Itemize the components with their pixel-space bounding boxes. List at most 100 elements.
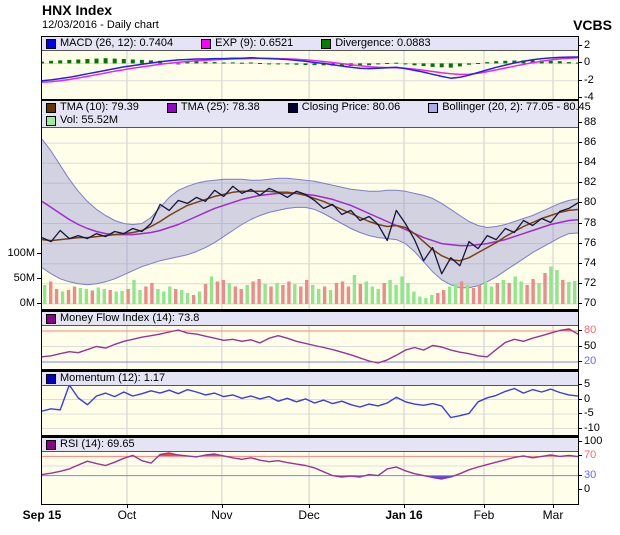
macd-axis-tick [578, 79, 582, 81]
price-axis-tick [578, 182, 582, 184]
x-axis-tick [309, 504, 311, 508]
tma25-swatch-icon [166, 102, 177, 113]
x-axis-tick [126, 504, 128, 508]
price-axis-label: 76 [584, 236, 597, 249]
price-axis-tick [578, 122, 582, 123]
macd-axis-label: 0 [584, 56, 591, 69]
tma10-swatch-icon [46, 102, 56, 113]
volume-axis-label: 50M [13, 272, 35, 284]
momentum-swatch-icon [46, 373, 56, 384]
legend-item-exp: EXP (9): 0.6521 [201, 37, 293, 50]
mfi-axis-tick [578, 345, 582, 347]
volume-axis-tick [37, 303, 41, 304]
tma10-legend-label: TMA (10): 79.39 [60, 101, 139, 113]
macd-axis-tick [578, 62, 582, 64]
chart-subtitle: 12/03/2016 - Daily chart [42, 19, 159, 31]
legend-item-volume: Vol: 55.52M [46, 114, 118, 127]
x-axis-label: Nov [211, 508, 233, 522]
rsi-legend-label: RSI (14): 69.65 [60, 438, 135, 450]
price-axis-tick [578, 242, 582, 244]
rsi-axis-tick [578, 441, 582, 442]
rsi-axis-label: 0 [584, 483, 591, 495]
price-axis-tick [578, 162, 582, 164]
rsi-axis-tick [578, 455, 582, 457]
mfi-legend: Money Flow Index (14): 73.8 [42, 312, 578, 326]
volume-swatch-icon [46, 115, 56, 126]
rsi-legend: RSI (14): 69.65 [42, 438, 578, 452]
bollinger-swatch-icon [428, 102, 439, 113]
momentum-legend: Momentum (12): 1.17 [42, 372, 578, 386]
momentum-legend-label: Momentum (12): 1.17 [60, 372, 166, 384]
legend-item-close: Closing Price: 80.06 [287, 101, 400, 114]
price-axis-tick [578, 262, 582, 264]
macd-axis-label: -2 [584, 73, 594, 86]
price-axis-label: 70 [584, 296, 597, 309]
panel-separator [42, 435, 578, 438]
price-axis-label: 74 [584, 256, 597, 269]
price-axis-label: 80 [584, 196, 597, 209]
volume-axis-label: 0M [19, 297, 35, 309]
x-axis-label: Oct [117, 508, 137, 522]
x-axis-label: Sep 15 [22, 508, 62, 522]
legend-item-mfi: Money Flow Index (14): 73.8 [46, 312, 199, 325]
rsi-axis-label: 100 [584, 435, 603, 447]
chart-frame: MACD (26, 12): 0.7404 EXP (9): 0.6521 Di… [41, 36, 591, 505]
mfi-swatch-icon [46, 313, 56, 324]
legend-item-rsi: RSI (14): 69.65 [46, 438, 135, 451]
price-axis-tick [578, 142, 582, 144]
tma25-legend-label: TMA (25): 78.38 [180, 101, 260, 113]
legend-item-macd: MACD (26, 12): 0.7404 [46, 37, 173, 50]
momentum-axis-tick [578, 398, 582, 400]
panel-separator [42, 99, 578, 101]
price-axis-label: 88 [584, 116, 597, 128]
macd-legend: MACD (26, 12): 0.7404 EXP (9): 0.6521 Di… [42, 37, 578, 51]
momentum-axis-tick [578, 427, 582, 429]
mfi-axis-label: 50 [584, 339, 597, 352]
mfi-axis-label: 80 [584, 324, 597, 336]
price-axis-label: 82 [584, 176, 597, 189]
legend-item-bollinger: Bollinger (20, 2): 77.05 - 80.45 [428, 101, 591, 114]
price-axis-tick [578, 222, 582, 224]
rsi-axis-tick [578, 474, 582, 476]
x-axis-tick [404, 504, 406, 508]
momentum-axis-label: 0 [584, 392, 591, 405]
volume-axis-label: 100M [7, 247, 35, 259]
mfi-axis-label: 20 [584, 355, 597, 367]
price-legend: TMA (10): 79.39 TMA (25): 78.38 Closing … [42, 101, 591, 128]
x-axis-label: Mar [542, 508, 564, 522]
rsi-axis-label: 70 [584, 449, 597, 462]
macd-axis-tick [578, 97, 582, 99]
rsi-axis-label: 30 [584, 468, 597, 481]
brand-logo: VCBS [573, 17, 612, 33]
mfi-axis-tick [578, 361, 582, 362]
momentum-axis-tick [578, 384, 582, 385]
exp-swatch-icon [201, 38, 212, 49]
volume-axis-tick [37, 278, 41, 279]
macd-legend-label: MACD (26, 12): 0.7404 [60, 37, 174, 49]
legend-item-momentum: Momentum (12): 1.17 [46, 372, 165, 385]
macd-axis-tick [578, 45, 582, 46]
price-axis-label: 72 [584, 276, 597, 289]
page-title: HNX Index [42, 2, 113, 18]
legend-item-tma25: TMA (25): 78.38 [166, 101, 260, 114]
momentum-axis-tick [578, 413, 582, 414]
price-axis-tick [578, 282, 582, 284]
rsi-swatch-icon [46, 439, 56, 450]
panel-separator [42, 309, 578, 312]
momentum-axis-label: -10 [584, 421, 600, 434]
price-axis-tick [578, 202, 582, 204]
volume-legend-label: Vol: 55.52M [60, 114, 119, 126]
x-axis-tick [553, 504, 555, 508]
legend-item-divergence: Divergence: 0.0883 [321, 37, 431, 50]
divergence-legend-label: Divergence: 0.0883 [335, 37, 431, 49]
bollinger-legend-label: Bollinger (20, 2): 77.05 - 80.45 [442, 101, 591, 113]
price-axis-label: 78 [584, 216, 597, 229]
legend-item-tma10: TMA (10): 79.39 [46, 101, 139, 114]
macd-axis-label: -4 [584, 91, 594, 104]
price-axis-label: 86 [584, 136, 597, 149]
volume-axis-tick [37, 253, 41, 254]
divergence-swatch-icon [321, 38, 332, 49]
price-axis-label: 84 [584, 156, 597, 169]
x-axis-tick [221, 504, 223, 508]
